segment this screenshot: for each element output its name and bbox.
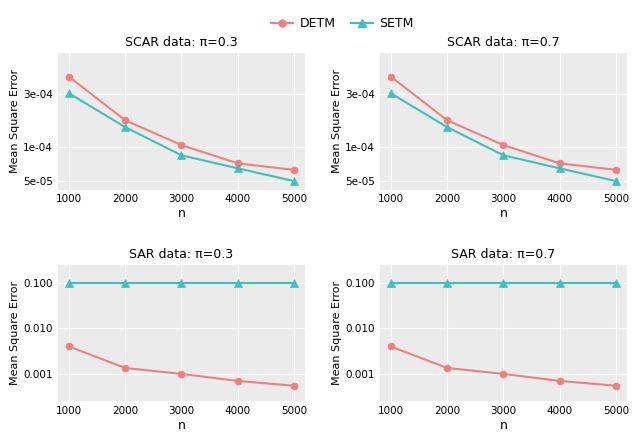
Y-axis label: Mean Square Error: Mean Square Error — [10, 281, 20, 385]
Title: SAR data: π=0.7: SAR data: π=0.7 — [451, 248, 556, 261]
Title: SCAR data: π=0.7: SCAR data: π=0.7 — [447, 36, 560, 49]
X-axis label: n: n — [177, 419, 186, 432]
X-axis label: n: n — [177, 207, 186, 220]
X-axis label: n: n — [499, 419, 508, 432]
Y-axis label: Mean Square Error: Mean Square Error — [10, 69, 20, 173]
Title: SCAR data: π=0.3: SCAR data: π=0.3 — [125, 36, 237, 49]
Legend: DETM, SETM: DETM, SETM — [271, 17, 414, 30]
Y-axis label: Mean Square Error: Mean Square Error — [332, 281, 342, 385]
Y-axis label: Mean Square Error: Mean Square Error — [332, 69, 342, 173]
X-axis label: n: n — [499, 207, 508, 220]
Title: SAR data: π=0.3: SAR data: π=0.3 — [129, 248, 234, 261]
